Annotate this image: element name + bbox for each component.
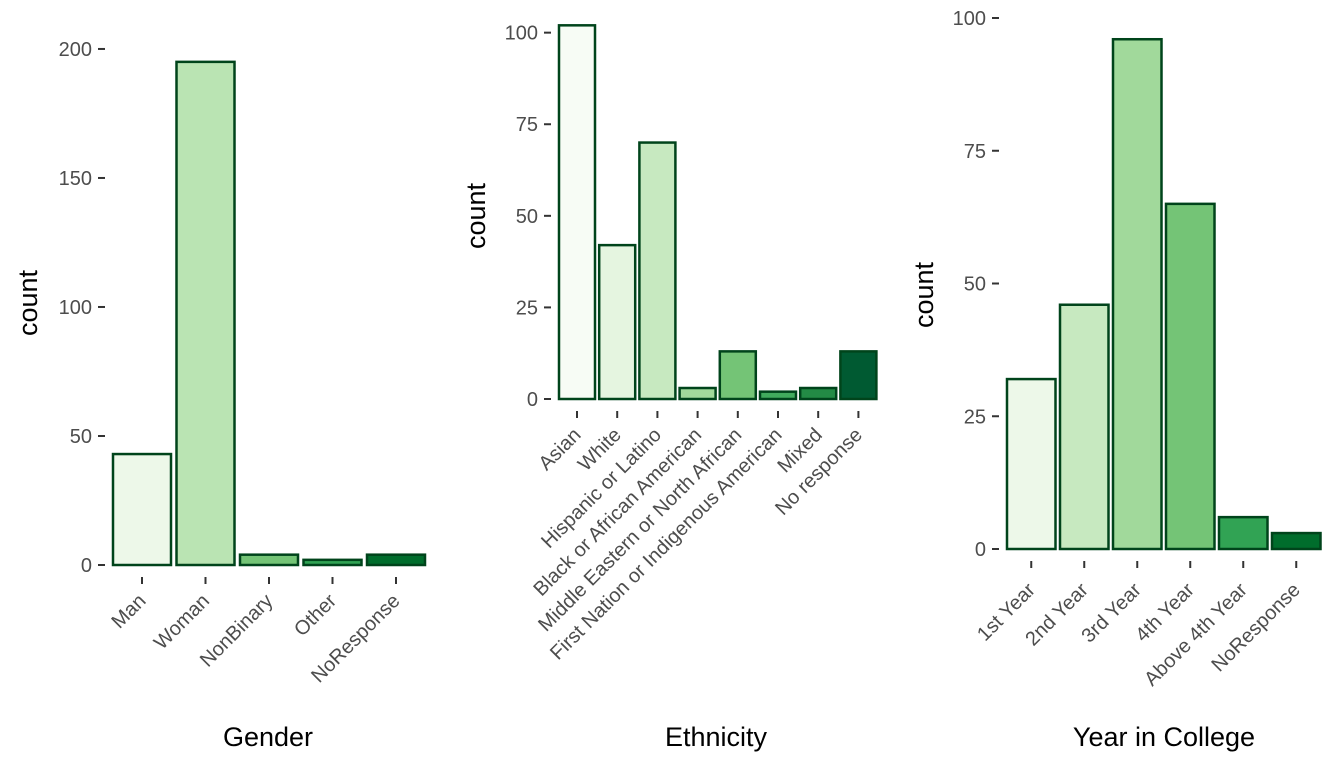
year-bar: [1164, 202, 1216, 551]
year-bar: [1005, 377, 1057, 551]
x-tick-label: Woman: [150, 590, 214, 654]
x-tick-label: Asian: [535, 424, 586, 475]
y-tick-label: 0: [975, 539, 986, 561]
ethnicity-bar: [638, 141, 677, 401]
ethnicity-bar: [678, 386, 717, 401]
y-tick-label: 50: [516, 206, 538, 228]
ethnicity-bar: [718, 350, 758, 401]
ethnicity-y-axis-title: count: [461, 182, 491, 249]
year-bar: [1058, 303, 1110, 551]
y-tick-label: 100: [505, 23, 538, 45]
y-tick-label: 50: [70, 426, 92, 448]
year-y-axis-title: count: [909, 261, 939, 328]
gender-y-axis-title: count: [13, 269, 43, 336]
x-tick-label: 3rd Year: [1078, 579, 1146, 647]
ethnicity-bar: [557, 24, 597, 401]
year-bar: [1270, 531, 1322, 551]
y-tick-label: 100: [953, 8, 986, 30]
ethnicity-chart: Ethnicity count 0255075100AsianWhiteHisp…: [461, 23, 878, 752]
x-tick-label: Man: [107, 590, 150, 633]
y-tick-label: 75: [516, 114, 538, 136]
gender-bar: [302, 558, 363, 567]
y-tick-label: 0: [81, 555, 92, 577]
y-tick-label: 25: [516, 297, 538, 319]
gender-bar: [175, 60, 236, 567]
y-tick-label: 150: [59, 168, 92, 190]
year-x-axis-title: Year in College: [1073, 722, 1255, 752]
year-bar: [1217, 515, 1269, 551]
gender-bar: [238, 553, 300, 567]
ethnicity-bar: [839, 350, 878, 401]
y-tick-label: 0: [527, 389, 538, 411]
gender-bar: [365, 553, 427, 567]
y-tick-label: 25: [964, 406, 986, 428]
gender-x-axis-title: Gender: [223, 722, 313, 752]
gender-bar: [111, 452, 173, 567]
y-tick-label: 50: [964, 274, 986, 296]
ethnicity-bar: [798, 386, 838, 401]
ethnicity-bar: [597, 243, 637, 401]
ethnicity-bar: [758, 390, 798, 401]
y-tick-label: 200: [59, 39, 92, 61]
year-bar: [1111, 37, 1163, 551]
y-tick-label: 75: [964, 141, 986, 163]
ethnicity-x-axis-title: Ethnicity: [665, 722, 768, 752]
y-tick-label: 100: [59, 297, 92, 319]
x-tick-label: Other: [290, 590, 341, 641]
